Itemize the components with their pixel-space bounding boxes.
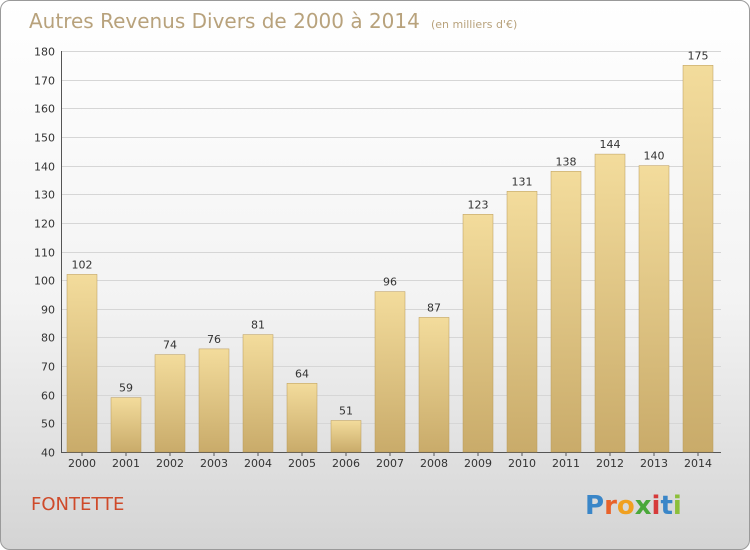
bar [374, 291, 406, 453]
proxiti-logo: Proxiti [585, 491, 682, 521]
bars [66, 65, 714, 453]
logo-letter: i [672, 491, 682, 521]
x-tick-label: 2007 [376, 457, 404, 470]
logo-letter: t [660, 491, 673, 521]
chart-title-main: Autres Revenus Divers de 2000 à 2014 [29, 9, 420, 33]
y-tick-label: 170 [34, 75, 55, 88]
bar-value-label: 64 [295, 367, 309, 380]
chart-title: Autres Revenus Divers de 2000 à 2014 (en… [29, 9, 517, 33]
logo-letter: P [585, 491, 605, 521]
y-tick-label: 70 [41, 361, 55, 374]
bar-value-label: 138 [556, 155, 577, 168]
y-tick-label: 130 [34, 189, 55, 202]
bar [550, 171, 582, 453]
chart-subtitle: (en milliers d'€) [430, 18, 518, 31]
bar [154, 354, 186, 453]
bar-value-label: 175 [688, 49, 709, 62]
bar-value-label: 140 [644, 150, 665, 163]
y-tick-label: 90 [41, 304, 55, 317]
logo-letter: i [651, 491, 661, 521]
bar [66, 274, 98, 453]
y-tick-label: 100 [34, 275, 55, 288]
logo-letter: o [616, 491, 635, 521]
bar [638, 165, 670, 453]
x-tick-label: 2009 [464, 457, 492, 470]
bar [682, 65, 714, 453]
bar-value-label: 59 [119, 382, 133, 395]
y-tick-label: 110 [34, 247, 55, 260]
bar-value-label: 87 [427, 301, 441, 314]
bar [506, 191, 538, 453]
bar [330, 420, 362, 453]
y-tick-label: 160 [34, 103, 55, 116]
axes [61, 51, 721, 456]
x-tick-label: 2011 [552, 457, 580, 470]
x-tick-label: 2008 [420, 457, 448, 470]
bar [198, 348, 230, 453]
labels: 40 50 60 70 80 90 100 110 120 130 140 150 160 170 180 1… [34, 46, 712, 471]
y-tick-label: 50 [41, 418, 55, 431]
x-tick-label: 2012 [596, 457, 624, 470]
logo-letter: x [634, 491, 652, 521]
bar [462, 214, 494, 453]
bar-value-label: 76 [207, 333, 221, 346]
commune-name: FONTETTE [31, 494, 125, 515]
bar [110, 397, 142, 453]
bar-value-label: 96 [383, 276, 397, 289]
x-tick-label: 2004 [244, 457, 272, 470]
y-tick-label: 140 [34, 161, 55, 174]
bar-value-label: 51 [339, 405, 353, 418]
bar-value-label: 74 [163, 339, 177, 352]
x-tick-label: 2003 [200, 457, 228, 470]
x-tick-label: 2000 [68, 457, 96, 470]
x-tick-label: 2014 [684, 457, 712, 470]
y-tick-label: 40 [41, 447, 55, 460]
x-tick-label: 2001 [112, 457, 140, 470]
bar [242, 334, 274, 453]
bar [418, 317, 450, 453]
bar [286, 383, 318, 453]
x-tick-label: 2005 [288, 457, 316, 470]
bar-value-label: 131 [512, 175, 533, 188]
x-tick-label: 2006 [332, 457, 360, 470]
bar-value-label: 123 [468, 198, 489, 211]
bar [594, 153, 626, 453]
y-tick-label: 60 [41, 390, 55, 403]
bar-value-label: 81 [251, 319, 265, 332]
y-tick-label: 80 [41, 332, 55, 345]
logo-letter: r [604, 491, 617, 521]
x-tick-label: 2013 [640, 457, 668, 470]
y-tick-label: 180 [34, 46, 55, 59]
x-tick-label: 2002 [156, 457, 184, 470]
bar-value-label: 144 [600, 138, 621, 151]
x-tick-label: 2010 [508, 457, 536, 470]
y-tick-label: 150 [34, 132, 55, 145]
bar-value-label: 102 [72, 258, 93, 271]
y-tick-label: 120 [34, 218, 55, 231]
